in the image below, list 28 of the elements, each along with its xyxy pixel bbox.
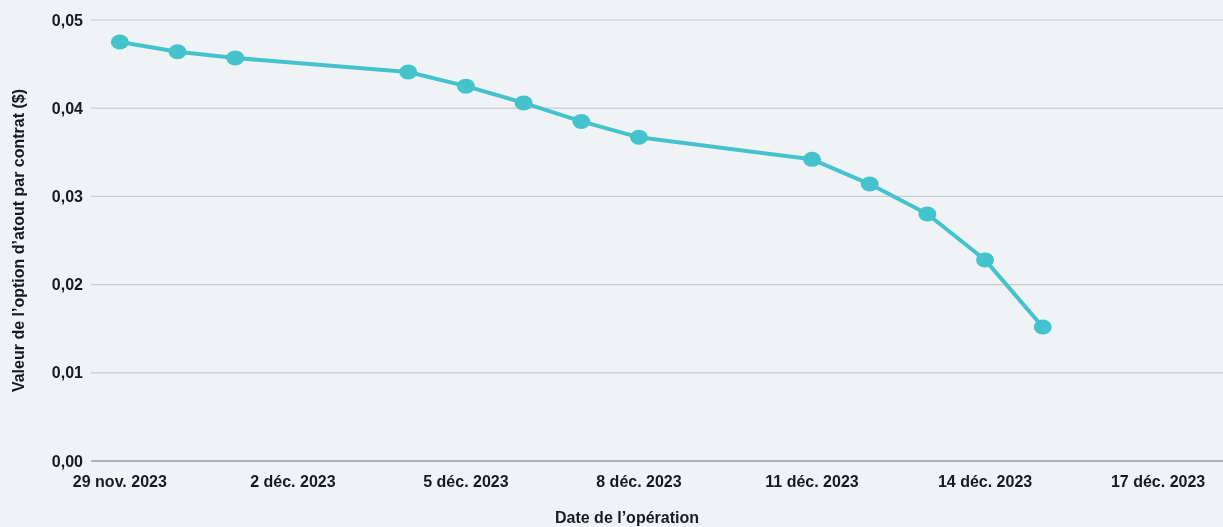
x-tick-label: 29 nov. 2023 — [72, 473, 167, 490]
y-tick-label: 0,00 — [51, 452, 84, 470]
x-tick-label: 14 déc. 2023 — [937, 473, 1033, 490]
point — [629, 129, 648, 145]
point — [514, 95, 533, 111]
point — [168, 44, 187, 60]
point — [1033, 319, 1052, 335]
point — [572, 113, 591, 129]
point — [399, 64, 418, 80]
y-tick-label: 0,01 — [51, 364, 84, 382]
y-tick-label: 0,04 — [51, 99, 84, 117]
x-axis-title: Date de l’opération — [554, 509, 700, 526]
x-tick-label: 5 déc. 2023 — [423, 473, 509, 490]
y-tick-label: 0,05 — [51, 11, 84, 29]
y-axis-title: Valeur de l’option d’atout par contrat ($) — [10, 88, 27, 393]
point — [860, 176, 879, 192]
point — [456, 78, 475, 94]
x-tick-label: 8 déc. 2023 — [596, 473, 682, 490]
point — [110, 34, 129, 50]
x-tick-label: 2 déc. 2023 — [250, 473, 336, 490]
point — [226, 50, 245, 66]
x-tick-label: 11 déc. 2023 — [765, 473, 859, 490]
y-tick-label: 0,03 — [51, 188, 84, 205]
point — [803, 151, 822, 167]
x-tick-label: 17 déc. 2023 — [1110, 473, 1206, 490]
point — [976, 252, 995, 268]
y-tick-label: 0,02 — [51, 276, 84, 294]
point — [918, 206, 937, 222]
